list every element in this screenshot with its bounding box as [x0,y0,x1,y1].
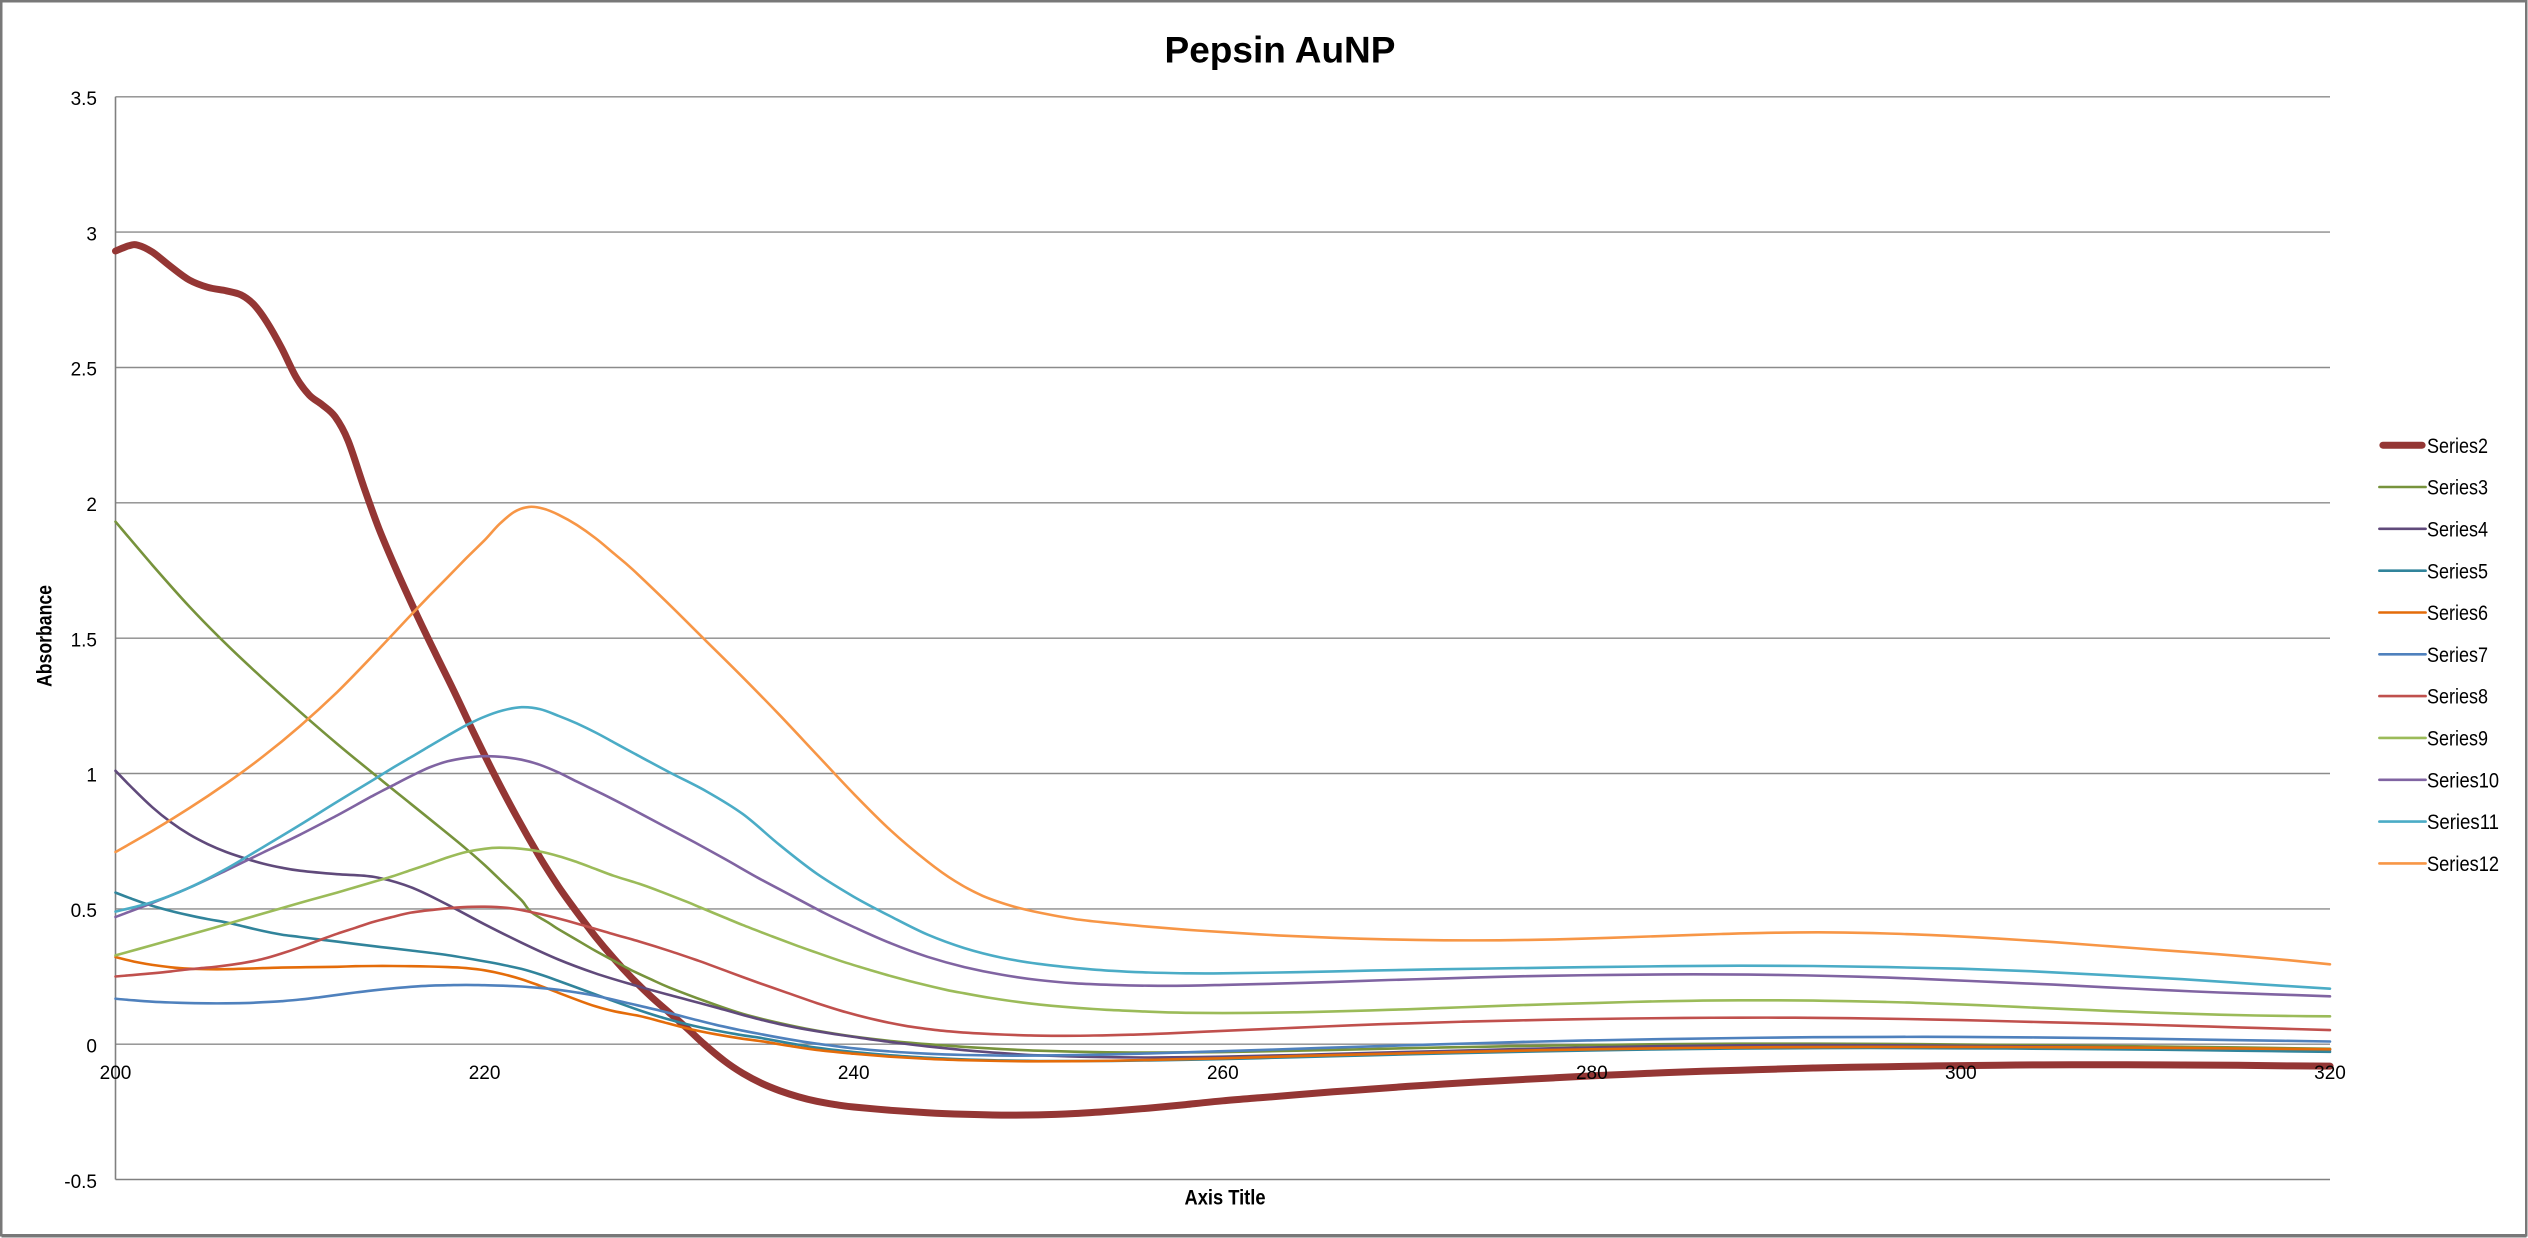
svg-text:220: 220 [469,1063,501,1084]
svg-text:Series5: Series5 [2427,560,2488,583]
svg-text:2.5: 2.5 [71,360,97,381]
svg-text:-0.5: -0.5 [64,1172,97,1193]
svg-text:Series3: Series3 [2427,477,2488,500]
svg-text:Absorbance: Absorbance [34,585,57,687]
svg-text:Series10: Series10 [2427,769,2499,792]
svg-text:Series11: Series11 [2427,811,2499,834]
svg-text:200: 200 [100,1063,132,1084]
svg-text:Series6: Series6 [2427,602,2488,625]
svg-text:Series7: Series7 [2427,644,2488,667]
svg-text:Series4: Series4 [2427,518,2488,541]
svg-text:240: 240 [838,1063,870,1084]
svg-text:1.5: 1.5 [71,630,97,651]
svg-text:320: 320 [2314,1063,2346,1084]
svg-text:0.5: 0.5 [71,901,97,922]
svg-text:1: 1 [86,766,97,787]
svg-text:Pepsin AuNP: Pepsin AuNP [1165,30,1396,71]
svg-text:2: 2 [86,495,97,516]
svg-text:300: 300 [1945,1063,1977,1084]
svg-text:Series2: Series2 [2427,435,2488,458]
svg-text:260: 260 [1207,1063,1239,1084]
svg-text:Series9: Series9 [2427,728,2488,751]
svg-text:3: 3 [86,224,97,245]
svg-text:Axis Title: Axis Title [1185,1187,1266,1210]
svg-text:280: 280 [1576,1063,1608,1084]
svg-text:0: 0 [86,1036,97,1057]
svg-text:3.5: 3.5 [71,89,97,110]
svg-text:Series8: Series8 [2427,686,2488,709]
svg-text:Series12: Series12 [2427,853,2499,876]
